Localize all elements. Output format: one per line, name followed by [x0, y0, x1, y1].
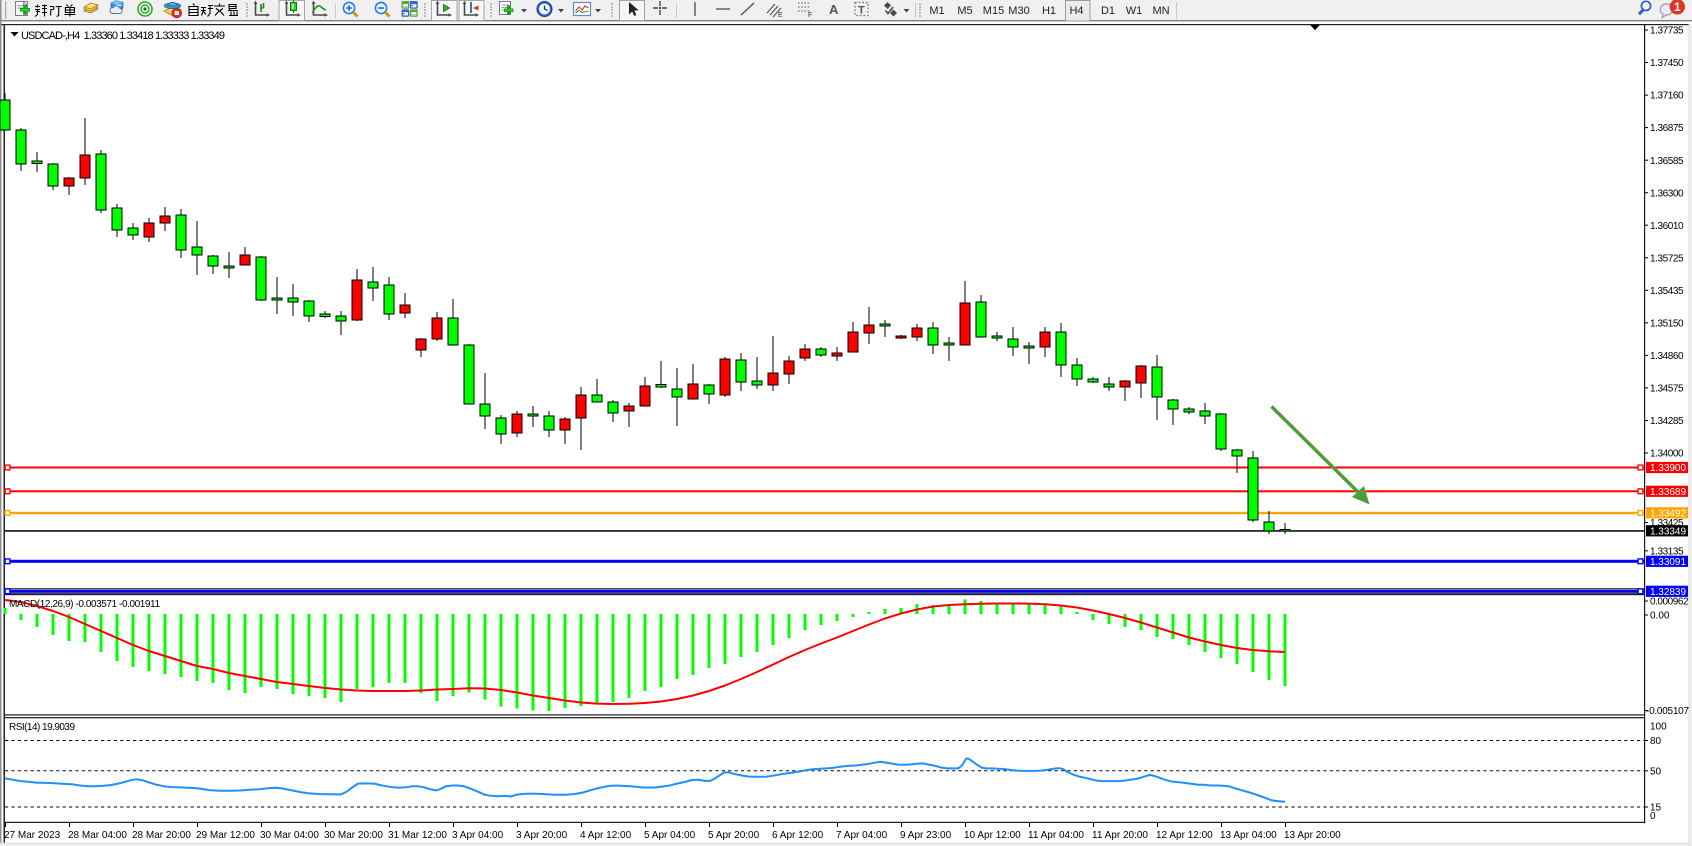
svg-text:13 Apr 04:00: 13 Apr 04:00	[1220, 830, 1277, 841]
svg-text:M5: M5	[957, 5, 972, 17]
svg-text:7 Apr 04:00: 7 Apr 04:00	[836, 830, 888, 841]
svg-text:H4: H4	[1069, 5, 1083, 17]
svg-text:1.36300: 1.36300	[1650, 188, 1684, 199]
svg-text:1.33689: 1.33689	[1650, 487, 1686, 498]
svg-text:10 Apr 12:00: 10 Apr 12:00	[964, 830, 1021, 841]
svg-text:50: 50	[1650, 766, 1662, 777]
svg-text:0.000962: 0.000962	[1650, 597, 1689, 608]
svg-text:28 Mar 20:00: 28 Mar 20:00	[132, 830, 191, 841]
svg-text:1.33900: 1.33900	[1650, 463, 1686, 474]
svg-text:M1: M1	[929, 5, 944, 17]
svg-text:5 Apr 04:00: 5 Apr 04:00	[644, 830, 696, 841]
svg-text:1.33091: 1.33091	[1650, 557, 1686, 568]
svg-text:MN: MN	[1152, 5, 1169, 17]
svg-text:A: A	[829, 2, 839, 17]
svg-text:12 Apr 12:00: 12 Apr 12:00	[1156, 830, 1213, 841]
svg-text:11 Apr 20:00: 11 Apr 20:00	[1092, 830, 1148, 841]
svg-text:1.35725: 1.35725	[1650, 253, 1684, 264]
svg-text:M15: M15	[983, 5, 1004, 17]
svg-text:11 Apr 04:00: 11 Apr 04:00	[1028, 830, 1084, 841]
svg-text:H1: H1	[1042, 5, 1056, 17]
svg-text:1: 1	[1674, 2, 1681, 14]
svg-text:1.33425: 1.33425	[1650, 518, 1684, 529]
svg-text:M30: M30	[1008, 5, 1029, 17]
svg-text:1.35150: 1.35150	[1650, 319, 1684, 330]
svg-text:28 Mar 04:00: 28 Mar 04:00	[68, 830, 127, 841]
svg-text:1.37160: 1.37160	[1650, 91, 1684, 102]
svg-text:1.36585: 1.36585	[1650, 156, 1684, 167]
svg-text:F: F	[808, 12, 812, 19]
svg-text:1.34860: 1.34860	[1650, 351, 1684, 362]
svg-text:5 Apr 20:00: 5 Apr 20:00	[708, 830, 760, 841]
svg-text:1.35435: 1.35435	[1650, 286, 1684, 297]
svg-text:1.37450: 1.37450	[1650, 58, 1684, 69]
svg-text:15: 15	[1650, 803, 1662, 814]
svg-text:MACD(12,26,9) -0.003571 -0.001: MACD(12,26,9) -0.003571 -0.001911	[9, 599, 160, 610]
svg-text:1.34575: 1.34575	[1650, 384, 1684, 395]
svg-text:1.33492: 1.33492	[1650, 509, 1686, 520]
svg-text:1.37735: 1.37735	[1650, 26, 1684, 37]
svg-text:1.34000: 1.34000	[1650, 449, 1684, 460]
svg-text:1.36010: 1.36010	[1650, 221, 1684, 232]
svg-text:3 Apr 20:00: 3 Apr 20:00	[516, 830, 568, 841]
svg-text:-0.005107: -0.005107	[1646, 706, 1689, 717]
svg-text:T: T	[858, 5, 865, 17]
svg-text:1.32839: 1.32839	[1650, 587, 1686, 598]
svg-text:1.33135: 1.33135	[1650, 546, 1684, 557]
svg-text:30 Mar 04:00: 30 Mar 04:00	[260, 830, 319, 841]
svg-text:0: 0	[1650, 811, 1656, 822]
svg-text:27 Mar 2023: 27 Mar 2023	[4, 830, 61, 841]
svg-text:80: 80	[1650, 736, 1662, 747]
svg-text:1.36875: 1.36875	[1650, 123, 1684, 134]
svg-text:USDCAD-,H4 1.33360 1.33418 1.: USDCAD-,H4 1.33360 1.33418 1.33333 1.333…	[21, 30, 225, 42]
svg-text:W1: W1	[1126, 5, 1143, 17]
svg-text:9 Apr 23:00: 9 Apr 23:00	[900, 830, 952, 841]
svg-text:4 Apr 12:00: 4 Apr 12:00	[580, 830, 632, 841]
svg-text:E: E	[778, 12, 783, 19]
svg-text:RSI(14) 19.9039: RSI(14) 19.9039	[9, 722, 75, 733]
svg-text:13 Apr 20:00: 13 Apr 20:00	[1284, 830, 1341, 841]
svg-text:30 Mar 20:00: 30 Mar 20:00	[324, 830, 383, 841]
svg-text:29 Mar 12:00: 29 Mar 12:00	[196, 830, 255, 841]
svg-text:6 Apr 12:00: 6 Apr 12:00	[772, 830, 824, 841]
svg-text:0.00: 0.00	[1650, 611, 1670, 622]
svg-text:1.33349: 1.33349	[1650, 527, 1686, 538]
svg-text:3 Apr 04:00: 3 Apr 04:00	[452, 830, 504, 841]
svg-text:100: 100	[1650, 722, 1667, 733]
svg-text:D1: D1	[1101, 5, 1115, 17]
svg-text:31 Mar 12:00: 31 Mar 12:00	[388, 830, 447, 841]
svg-text:1.34285: 1.34285	[1650, 416, 1684, 427]
